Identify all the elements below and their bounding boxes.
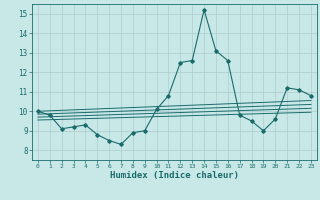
X-axis label: Humidex (Indice chaleur): Humidex (Indice chaleur) <box>110 171 239 180</box>
